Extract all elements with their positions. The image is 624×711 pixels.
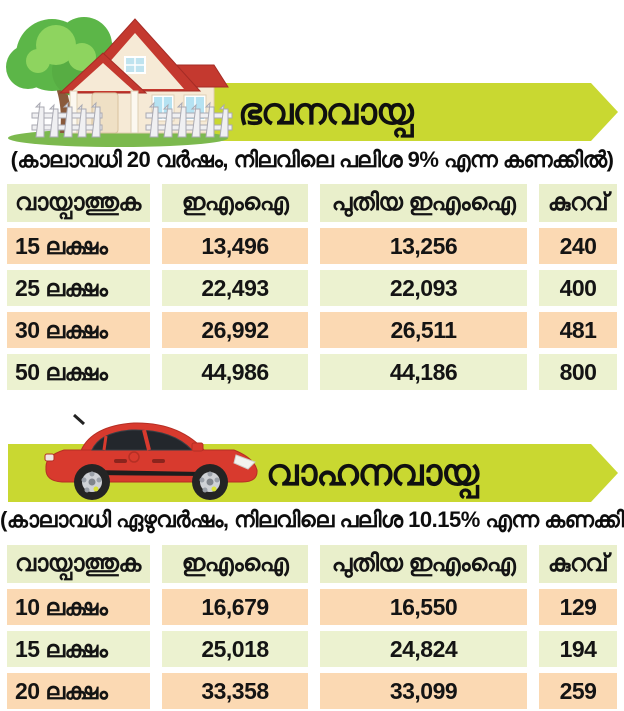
table-cell: 194 <box>539 631 617 667</box>
column-header: കുറവ് <box>539 184 617 222</box>
table-cell: 13,496 <box>162 228 308 264</box>
column-header: വായ്പാത്തുക <box>7 184 150 222</box>
table-cell: 800 <box>539 354 617 390</box>
table-cell: 20 ലക്ഷം <box>7 673 150 709</box>
table-cell: 44,986 <box>162 354 308 390</box>
table-cell: 33,099 <box>320 673 527 709</box>
table-cell: 400 <box>539 270 617 306</box>
home-loan-table: വായ്പാത്തുക ഇഎംഐ പുതിയ ഇഎംഐ കുറവ് 15 ലക്… <box>7 184 617 390</box>
table-cell: 22,093 <box>320 270 527 306</box>
table-cell: 33,358 <box>162 673 308 709</box>
home-loan-subtitle: (കാലാവധി 20 വർഷം, നിലവിലെ പലിശ 9% എന്ന ക… <box>10 147 614 172</box>
table-cell: 15 ലക്ഷം <box>7 228 150 264</box>
table-cell: 50 ലക്ഷം <box>7 354 150 390</box>
vehicle-loan-title: വാഹനവായ്പ <box>266 452 479 493</box>
table-cell: 26,511 <box>320 312 527 348</box>
vehicle-loan-table: വായ്പാത്തുക ഇഎംഐ പുതിയ ഇഎംഐ കുറവ് 10 ലക്… <box>7 545 617 709</box>
table-cell: 10 ലക്ഷം <box>7 589 150 625</box>
table-cell: 44,186 <box>320 354 527 390</box>
table-cell: 22,493 <box>162 270 308 306</box>
home-loan-banner: ഭവനവായ്പ <box>158 83 618 141</box>
fence-icon <box>31 101 233 138</box>
wheel-icon <box>192 464 228 500</box>
house-illustration <box>6 17 233 147</box>
car-illustration <box>44 413 258 500</box>
column-header: പുതിയ ഇഎംഐ <box>320 545 527 583</box>
table-cell: 240 <box>539 228 617 264</box>
column-header: പുതിയ ഇഎംഐ <box>320 184 527 222</box>
table-cell: 481 <box>539 312 617 348</box>
table-cell: 259 <box>539 673 617 709</box>
table-cell: 30 ലക്ഷം <box>7 312 150 348</box>
table-cell: 15 ലക്ഷം <box>7 631 150 667</box>
vehicle-loan-subtitle: (കാലാവധി ഏഴുവർഷം, നിലവിലെ പലിശ 10.15% എന… <box>0 507 624 532</box>
column-header: ഇഎംഐ <box>162 184 308 222</box>
table-cell: 16,550 <box>320 589 527 625</box>
table-cell: 24,824 <box>320 631 527 667</box>
column-header: വായ്പാത്തുക <box>7 545 150 583</box>
table-cell: 16,679 <box>162 589 308 625</box>
table-cell: 129 <box>539 589 617 625</box>
wheel-icon <box>74 464 110 500</box>
column-header: കുറവ് <box>539 545 617 583</box>
table-cell: 13,256 <box>320 228 527 264</box>
car-icon <box>44 413 258 500</box>
table-cell: 25,018 <box>162 631 308 667</box>
home-loan-title: ഭവനവായ്പ <box>238 91 413 132</box>
table-cell: 26,992 <box>162 312 308 348</box>
table-cell: 25 ലക്ഷം <box>7 270 150 306</box>
column-header: ഇഎംഐ <box>162 545 308 583</box>
